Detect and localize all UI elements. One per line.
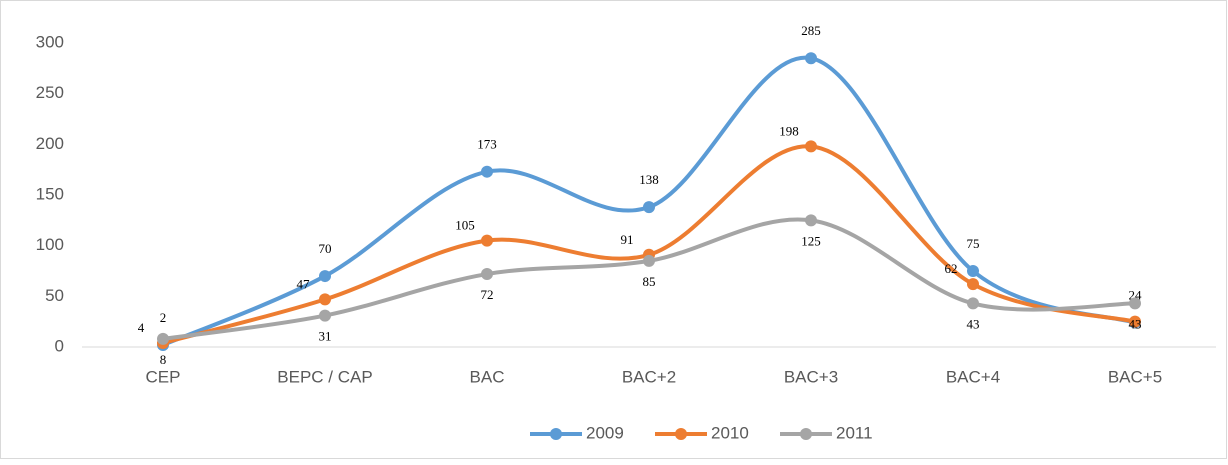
marker (319, 270, 331, 283)
marker (643, 201, 655, 214)
marker (481, 165, 493, 178)
legend-label: 2011 (836, 423, 873, 442)
data-label: 43 (1129, 316, 1142, 331)
y-tick-label: 150 (36, 184, 64, 203)
marker (481, 234, 493, 247)
marker (643, 254, 655, 267)
x-tick-label: BAC+4 (946, 367, 1000, 386)
x-tick-label: BAC (470, 367, 505, 386)
marker (1129, 315, 1141, 328)
marker (1129, 297, 1141, 310)
marker (805, 214, 817, 227)
data-label: 75 (967, 236, 980, 251)
y-tick-label: 0 (55, 336, 64, 355)
data-label: 173 (477, 137, 497, 152)
data-label: 43 (967, 316, 980, 331)
marker (319, 293, 331, 306)
data-label: 198 (779, 123, 799, 138)
x-tick-label: BAC+3 (784, 367, 838, 386)
marker (805, 52, 817, 65)
x-tick-label: BAC+5 (1108, 367, 1162, 386)
legend-label: 2010 (711, 423, 749, 442)
x-tick-label: CEP (146, 367, 181, 386)
data-label: 138 (639, 172, 659, 187)
marker (967, 297, 979, 310)
data-label: 85 (643, 274, 656, 289)
data-label: 47 (297, 276, 311, 291)
y-tick-label: 200 (36, 134, 64, 153)
legend-marker (675, 428, 687, 440)
y-tick-label: 250 (36, 83, 64, 102)
data-label: 285 (801, 23, 821, 38)
data-label: 70 (319, 241, 332, 256)
x-tick-label: BAC+2 (622, 367, 676, 386)
data-label: 8 (160, 352, 167, 367)
legend-marker (550, 428, 562, 440)
data-label: 91 (621, 232, 634, 247)
marker (157, 332, 169, 345)
data-label: 4 (138, 320, 145, 335)
marker (967, 278, 979, 291)
y-tick-label: 300 (36, 32, 64, 51)
legend-label: 2009 (586, 423, 624, 442)
marker (967, 265, 979, 277)
data-label: 62 (945, 261, 958, 276)
legend-marker (800, 428, 812, 440)
data-label: 105 (455, 218, 475, 233)
x-tick-label: BEPC / CAP (277, 367, 372, 386)
data-label: 2 (160, 310, 167, 325)
y-tick-label: 50 (45, 286, 64, 305)
marker (319, 309, 331, 322)
marker (805, 140, 817, 153)
marker (481, 268, 493, 281)
y-tick-label: 100 (36, 235, 64, 254)
line (161, 55, 1137, 347)
data-label: 72 (481, 287, 494, 302)
data-label: 125 (801, 233, 821, 248)
data-label: 31 (319, 329, 332, 344)
